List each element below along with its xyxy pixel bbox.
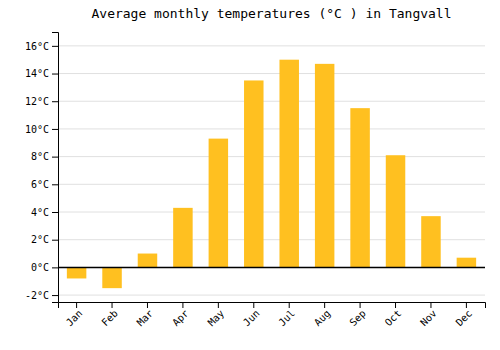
y-tick: 0°C [31, 262, 58, 273]
x-tick-label: Aug [312, 308, 333, 329]
x-tick-label: Jul [276, 308, 297, 329]
y-tick-mark [52, 157, 58, 158]
bar [102, 267, 121, 288]
bar [209, 139, 228, 268]
y-tick-label: 10°C [25, 124, 49, 135]
y-tick-label: -2°C [25, 290, 49, 301]
grid-line [58, 239, 485, 240]
grid [58, 46, 485, 295]
grid-line [58, 156, 485, 157]
x-tick-mark [466, 302, 467, 308]
x-tick-label: Nov [418, 308, 439, 329]
x-tick-mark [182, 302, 183, 308]
grid-line [58, 101, 485, 102]
x-tick-mark [112, 302, 113, 308]
x-tick-label: Jan [64, 308, 85, 329]
bar [350, 108, 369, 267]
x-tick: Oct [383, 302, 404, 328]
x-tick: Jul [276, 302, 297, 328]
x-tick-mark [395, 302, 396, 308]
bar [173, 208, 192, 268]
bar [67, 267, 86, 278]
grid-line [58, 45, 485, 46]
y-tick: 8°C [31, 151, 58, 162]
x-tick-label: Jun [241, 308, 262, 329]
y-tick-label: 4°C [31, 207, 49, 218]
x-tick: Nov [418, 302, 439, 328]
x-tick-mark [289, 302, 290, 308]
grid-line [58, 295, 485, 296]
x-tick: Jan [64, 302, 85, 328]
x-tick-label: Feb [99, 308, 120, 329]
y-tick-label: 14°C [25, 68, 49, 79]
y-tick: 4°C [31, 207, 58, 218]
y-tick-label: 16°C [25, 41, 49, 52]
y-tick-mark [52, 240, 58, 241]
y-tick-label: 2°C [31, 234, 49, 245]
y-tick-label: 8°C [31, 151, 49, 162]
y-tick-mark [52, 295, 58, 296]
y-tick-mark [52, 74, 58, 75]
plot: -2°C 0°C 2°C 4°C 6°C 8°C 10°C 12°C 14°C 16°C Jan Fe… [25, 33, 486, 329]
y-axis: -2°C 0°C 2°C 4°C 6°C 8°C 10°C 12°C 14°C 16°C [25, 33, 59, 303]
x-tick-mark [360, 302, 361, 308]
x-tick: Dec [454, 302, 475, 328]
y-tick-label: 12°C [25, 96, 49, 107]
x-tick: Apr [170, 302, 191, 328]
x-tick: Jun [241, 302, 262, 328]
x-tick-label: Apr [170, 308, 191, 329]
y-tick: -2°C [25, 290, 58, 301]
x-tick: May [206, 302, 227, 328]
x-tick: Sep [347, 302, 368, 328]
x-tick-mark [430, 302, 431, 308]
y-tick: 16°C [25, 41, 58, 52]
y-tick-mark [52, 129, 58, 130]
y-tick-label: 6°C [31, 179, 49, 190]
x-tick-label: Oct [383, 308, 404, 329]
x-tick-label: Dec [454, 308, 475, 329]
y-tick-mark [52, 101, 58, 102]
zero-line [58, 267, 485, 269]
y-tick: 10°C [25, 124, 58, 135]
x-tick-mark [76, 302, 77, 308]
y-tick: 6°C [31, 179, 58, 190]
grid-line [58, 267, 485, 268]
y-axis-line [52, 33, 59, 303]
bar [457, 258, 476, 268]
bar [244, 80, 263, 267]
y-tick: 2°C [31, 234, 58, 245]
x-tick-label: May [206, 308, 227, 329]
bar [138, 254, 157, 268]
x-tick-mark [218, 302, 219, 308]
x-tick-mark [253, 302, 254, 308]
bar [315, 64, 334, 268]
x-tick-mark [147, 302, 148, 308]
x-tick: Feb [99, 302, 120, 328]
x-tick: Mar [135, 302, 156, 328]
bars [58, 60, 485, 288]
title: Average monthly temperatures (°C ) in Ta… [91, 6, 451, 21]
bar [386, 155, 405, 267]
x-tick-label: Sep [347, 308, 368, 329]
x-axis-line [59, 303, 486, 309]
grid-line [58, 184, 485, 185]
y-tick: 14°C [25, 68, 58, 79]
bar [421, 216, 440, 267]
grid-line [58, 73, 485, 74]
y-tick-label: 0°C [31, 262, 49, 273]
y-tick-mark [52, 184, 58, 185]
x-tick-label: Mar [135, 308, 156, 329]
y-tick-mark [52, 212, 58, 213]
chart: Average monthly temperatures (°C ) in Ta… [0, 0, 500, 350]
x-axis: Jan Feb Mar Apr May Jun Jul Aug Sep Oct Nov Dec [59, 302, 486, 328]
y-tick: 12°C [25, 96, 58, 107]
grid-line [58, 128, 485, 129]
y-tick-mark [52, 46, 58, 47]
y-tick-mark [52, 267, 58, 268]
bar [279, 60, 298, 268]
grid-line [58, 212, 485, 213]
x-tick-mark [324, 302, 325, 308]
x-tick: Aug [312, 302, 333, 328]
